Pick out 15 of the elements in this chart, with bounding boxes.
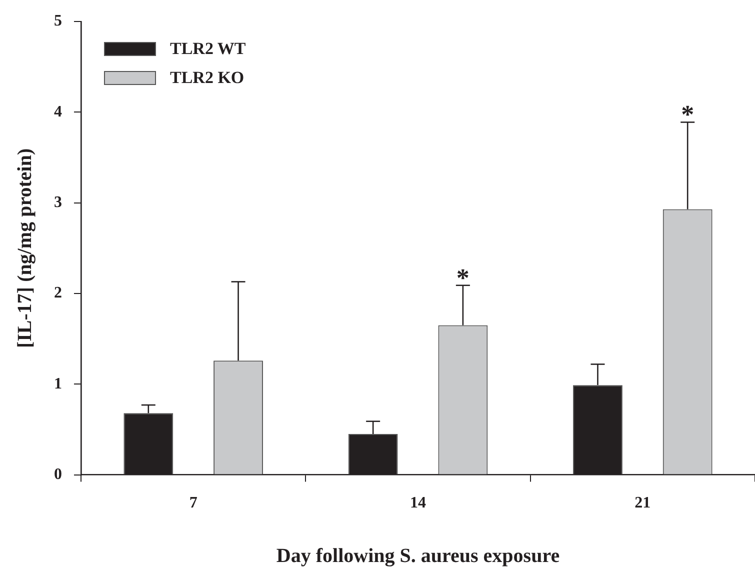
y-tick-label: 4 bbox=[54, 103, 62, 120]
y-tick-label: 1 bbox=[54, 375, 62, 392]
legend-label: TLR2 WT bbox=[170, 38, 246, 58]
x-tick-label: 14 bbox=[410, 494, 426, 512]
data-label: * bbox=[456, 263, 470, 292]
legend-label: TLR2 KO bbox=[170, 68, 244, 88]
x-axis-title: Day following S. aureus exposure bbox=[276, 545, 560, 568]
x-tick-label: 7 bbox=[189, 494, 198, 512]
y-tick-label: 3 bbox=[54, 194, 62, 212]
y-tick-label: 5 bbox=[54, 12, 62, 30]
y-tick-label: 0 bbox=[54, 466, 62, 483]
data-label: * bbox=[681, 100, 694, 130]
y-axis-title: [IL-17] (ng/mg protein) bbox=[14, 148, 36, 348]
y-tick-label: 2 bbox=[54, 284, 62, 302]
x-tick-label: 21 bbox=[634, 494, 651, 512]
